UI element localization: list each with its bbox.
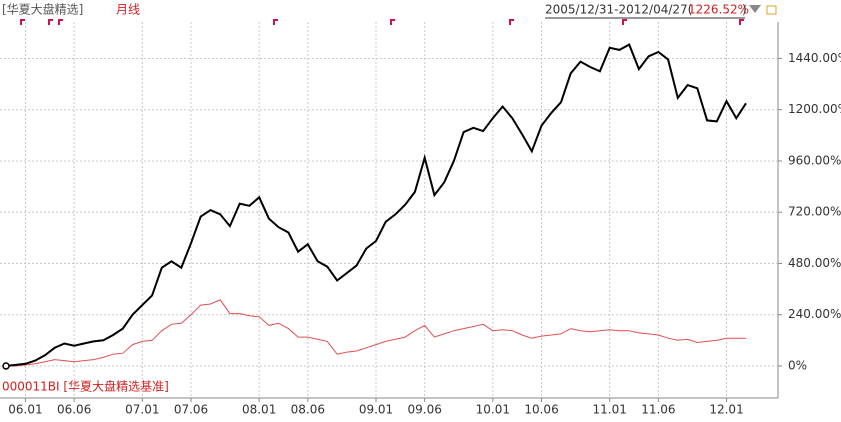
dropdown-icon[interactable] bbox=[749, 5, 761, 13]
x-tick-label: 10.06 bbox=[524, 403, 558, 417]
y-tick-label: 720.00% bbox=[788, 205, 841, 219]
series-line bbox=[6, 299, 746, 367]
start-marker bbox=[2, 362, 10, 370]
series-line bbox=[5, 43, 747, 367]
benchmark-label: 000011BI [华夏大盘精选基准] bbox=[2, 379, 169, 394]
x-tick-label: 08.06 bbox=[291, 403, 325, 417]
period: 月线 bbox=[116, 3, 140, 17]
y-tick-label: 480.00% bbox=[788, 256, 841, 270]
x-tick-label: 09.01 bbox=[359, 403, 393, 417]
y-tick-label: 240.00% bbox=[788, 307, 841, 321]
x-tick-label: 07.01 bbox=[125, 403, 159, 417]
x-tick-label: 10.01 bbox=[476, 403, 510, 417]
y-tick-label: 960.00% bbox=[788, 153, 841, 167]
x-tick-label: 11.06 bbox=[641, 403, 675, 417]
x-tick-label: 09.06 bbox=[408, 403, 442, 417]
x-tick-label: 08.01 bbox=[242, 403, 276, 417]
range-close: ) bbox=[742, 3, 747, 17]
y-tick-label: 0% bbox=[788, 358, 807, 372]
event-flags bbox=[20, 19, 744, 25]
x-tick-label: 06.01 bbox=[8, 403, 42, 417]
x-tick-label: 06.06 bbox=[57, 403, 91, 417]
lock-icon[interactable] bbox=[766, 5, 777, 15]
x-tick-label: 12.01 bbox=[709, 403, 743, 417]
range: 2005/12/31-2012/04/27( bbox=[545, 3, 692, 17]
fund-name: [华夏大盘精选] bbox=[2, 2, 83, 17]
x-tick-label: 07.06 bbox=[174, 403, 208, 417]
return: 1226.52% bbox=[688, 3, 749, 17]
y-tick-label: 1200.00% bbox=[788, 102, 841, 116]
x-tick-label: 11.01 bbox=[593, 403, 627, 417]
y-tick-label: 1440.00% bbox=[788, 51, 841, 65]
